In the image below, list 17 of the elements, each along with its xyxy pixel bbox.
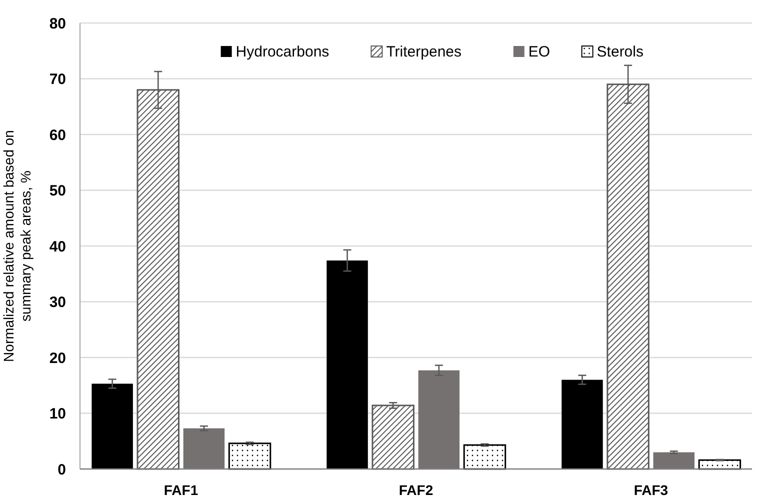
y-tick-label: 50 [49,182,66,200]
y-tick-label: 40 [49,238,66,256]
y-tick-label: 10 [49,406,66,422]
legend-label: Triterpenes [386,43,462,60]
y-tick-label: 60 [49,126,66,144]
y-axis-title: Normalized relative amount based on summary peak areas, % [0,130,34,362]
legend-label: Sterols [596,43,644,60]
y-tick-label: 70 [49,71,66,88]
y-tick-label: 80 [49,15,66,32]
y-tick-label: 20 [49,350,66,367]
legend-label: EO [528,43,550,60]
x-tick-label: FAF3 [634,482,668,498]
legend-label: Hydrocarbons [236,43,330,60]
y-tick-label: 30 [49,294,66,311]
x-tick-label: FAF1 [164,482,198,498]
y-tick-label: 0 [58,461,66,478]
x-tick-label: FAF2 [398,482,434,498]
